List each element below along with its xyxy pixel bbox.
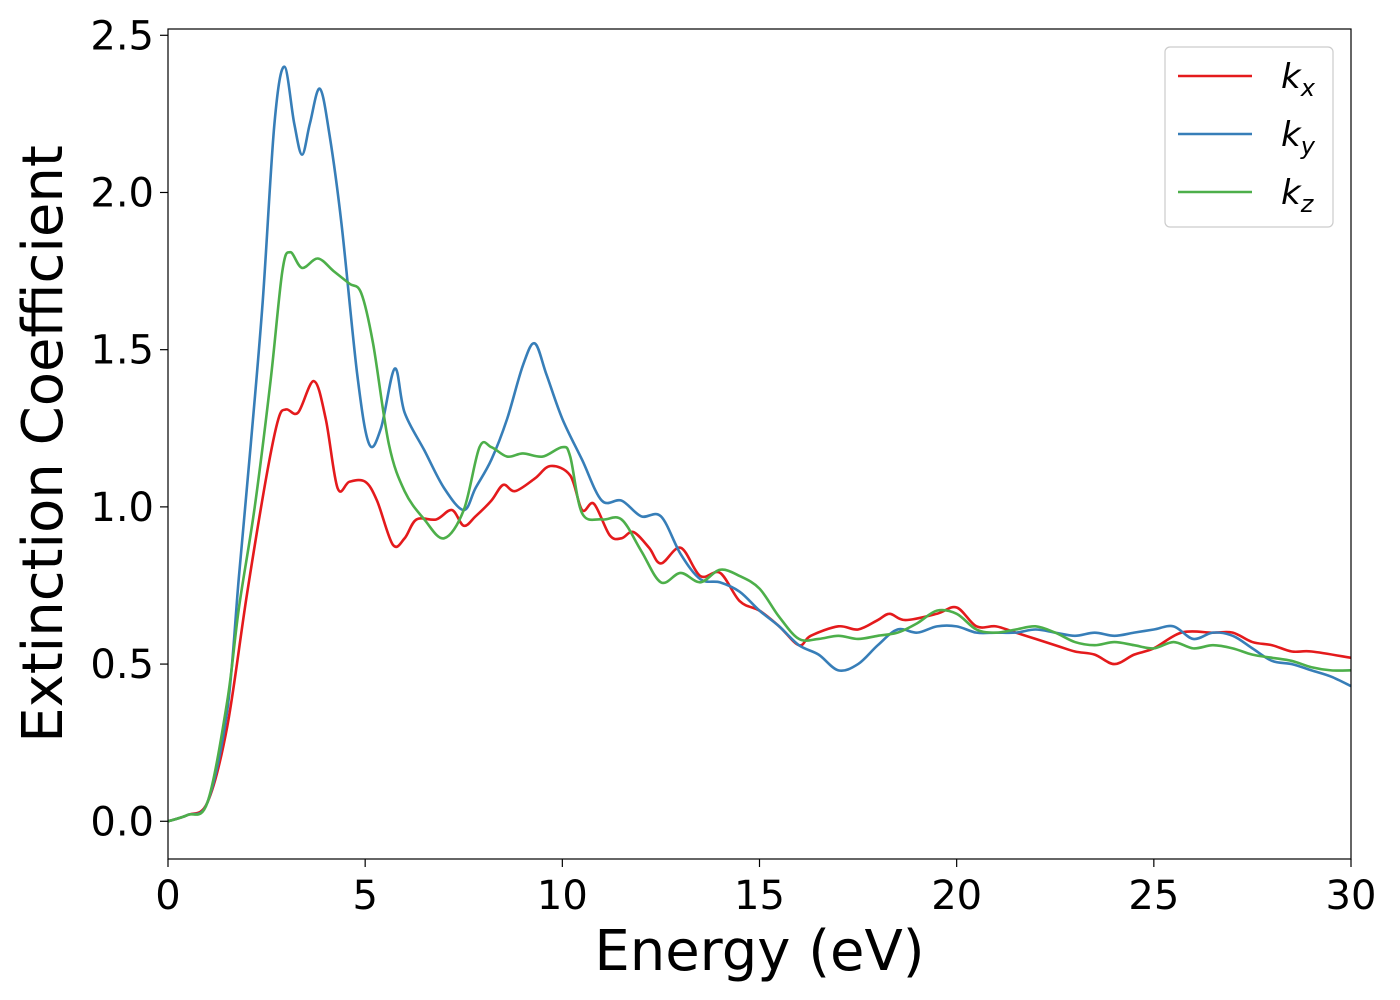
legend-label-ky: ky xyxy=(1281,115,1316,160)
x-tick-label: 15 xyxy=(734,873,785,919)
x-tick-label: 30 xyxy=(1326,873,1377,919)
legend-label-kx: kx xyxy=(1281,57,1316,102)
series-layer xyxy=(168,65,1351,823)
y-axis-ticks: 0.0 0.5 1.0 1.5 2.0 2.5 xyxy=(90,13,168,845)
y-tick-label: 0.5 xyxy=(90,642,154,688)
x-tick-label: 20 xyxy=(931,873,982,919)
y-tick-label: 2.5 xyxy=(90,13,154,59)
series-line-kx xyxy=(168,379,1351,823)
legend-label-subscript: x xyxy=(1300,74,1316,102)
y-axis-label: Extinction Coefficient xyxy=(11,145,76,743)
x-axis-label: Energy (eV) xyxy=(594,919,924,984)
x-tick-label: 5 xyxy=(352,873,377,919)
series-line-ky xyxy=(168,65,1351,823)
legend-label-subscript: y xyxy=(1300,132,1316,160)
y-tick-label: 0.0 xyxy=(90,799,154,845)
legend-label-main: k xyxy=(1281,57,1302,97)
legend-label-main: k xyxy=(1281,173,1302,213)
y-tick-label: 1.0 xyxy=(90,485,154,531)
y-tick-label: 1.5 xyxy=(90,328,154,374)
x-tick-label: 10 xyxy=(537,873,588,919)
x-axis-ticks: 0 5 10 15 20 25 30 xyxy=(155,859,1376,919)
legend-box xyxy=(1164,46,1334,228)
x-tick-label: 0 xyxy=(155,873,180,919)
legend-label-kz: kz xyxy=(1281,173,1315,218)
legend-label-main: k xyxy=(1281,115,1302,155)
series-line-kz xyxy=(168,250,1351,823)
x-tick-label: 25 xyxy=(1128,873,1179,919)
y-tick-label: 2.0 xyxy=(90,170,154,216)
legend-label-subscript: z xyxy=(1300,190,1315,218)
